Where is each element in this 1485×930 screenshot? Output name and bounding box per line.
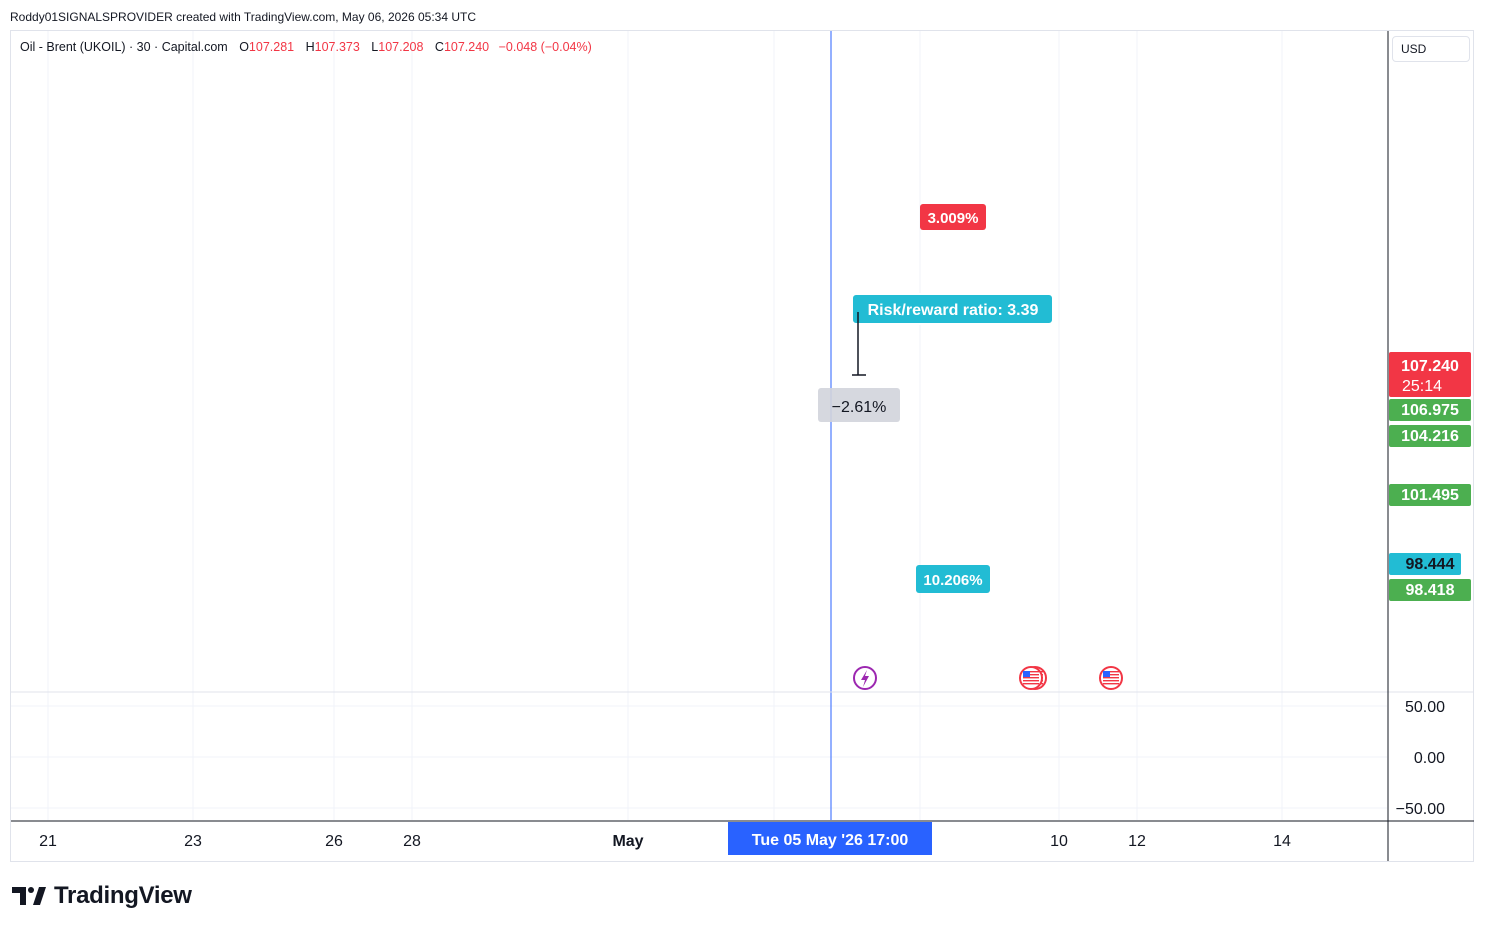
low-label: L — [371, 40, 379, 54]
measure-label: −2.61% — [832, 399, 887, 416]
level-price-tag: 98.418 — [1406, 582, 1455, 599]
target-price-tag: 98.444 — [1406, 556, 1455, 573]
level-price-tag-bg — [1389, 484, 1471, 506]
stop-percent-bg — [920, 204, 986, 230]
change-value: −0.048 (−0.04%) — [498, 40, 592, 54]
currency-label: USD — [1401, 42, 1427, 56]
chart-overlays: 3.009% 10.206% Risk/reward ratio: 3.39 −2.6… — [818, 31, 1123, 820]
current-price-label: 107.240 — [1401, 358, 1459, 375]
oscillator-axis-tick: −50.00 — [1396, 801, 1445, 818]
risk-reward-bg — [851, 293, 1054, 325]
close-value: 107.240 — [443, 40, 490, 54]
time-axis-tick: 10 — [1050, 833, 1068, 850]
tradingview-logo: TradingView — [12, 882, 192, 910]
oscillator-axis-tick: 50.00 — [1405, 699, 1445, 716]
time-axis-tick: 21 — [39, 833, 57, 850]
target-percent-bg — [916, 565, 990, 593]
level-price-tag: 101.495 — [1401, 487, 1459, 504]
time-axis-tick: 12 — [1128, 833, 1146, 850]
chart-frame — [10, 30, 1474, 862]
us-flag-stripe — [1103, 680, 1119, 682]
target-percent-label: 10.206% — [923, 572, 982, 589]
cursor-time-label: Tue 05 May '26 17:00 — [752, 832, 909, 849]
grid-lines — [11, 31, 1387, 820]
oscillator-axis-tick: 0.00 — [1414, 750, 1445, 767]
symbol-label: Oil - Brent (UKOIL) · 30 · Capital.com — [20, 40, 228, 54]
current-price-bg — [1389, 352, 1471, 397]
countdown-label: 25:14 — [1402, 378, 1442, 395]
measure-label-bg — [818, 388, 900, 422]
level-price-tag-bg — [1389, 579, 1471, 601]
us-flag-stripe — [1103, 677, 1119, 679]
us-flag-canton — [1023, 671, 1030, 677]
chart-attribution: Roddy01SIGNALSPROVIDER created with Trad… — [10, 10, 477, 24]
time-axis-tick: 23 — [184, 833, 202, 850]
us-flag-stripe — [1023, 683, 1039, 685]
level-price-tag-bg — [1389, 425, 1471, 447]
level-price-tag-bg — [1389, 399, 1471, 421]
us-flag-stripe — [1103, 671, 1119, 673]
time-axis-tick: 26 — [325, 833, 343, 850]
us-flag-stripe — [1103, 674, 1119, 676]
high-value: 107.373 — [314, 40, 360, 54]
us-flag-event-icon — [1099, 666, 1123, 690]
us-flag-event-icon — [1019, 666, 1043, 690]
us-flag-canton — [1103, 671, 1110, 677]
tradingview-logo-text: TradingView — [54, 882, 192, 909]
lightning-glyph-icon — [861, 670, 869, 687]
high-label: H — [305, 40, 315, 54]
time-axis-tick: May — [612, 833, 643, 850]
us-flag-stripe — [1023, 677, 1039, 679]
time-axis-tick: 28 — [403, 833, 421, 850]
risk-reward-label: Risk/reward ratio: 3.39 — [868, 302, 1039, 319]
target-price-tag-bg — [1389, 553, 1461, 575]
level-price-tag: 106.975 — [1401, 402, 1459, 419]
stop-percent-label: 3.009% — [928, 210, 979, 227]
symbol-legend: Oil - Brent (UKOIL) · 30 · Capital.com O… — [20, 40, 592, 54]
low-value: 107.208 — [378, 40, 424, 54]
close-label: C — [434, 40, 444, 54]
us-flag-stripe — [1023, 674, 1039, 676]
cursor-time-bg — [728, 822, 932, 855]
currency-selector[interactable]: USD — [1392, 36, 1470, 62]
time-axis-tick: 14 — [1273, 833, 1291, 850]
us-flag-stripe — [1023, 680, 1039, 682]
us-flag-stripe — [1103, 683, 1119, 685]
level-price-tag: 104.216 — [1401, 428, 1459, 445]
axes: 94.00096.000100.000102.000108.000110.000… — [11, 31, 1474, 861]
open-value: 107.281 — [248, 40, 295, 54]
us-flag-stripe — [1023, 671, 1039, 673]
tradingview-logo-icon — [12, 887, 46, 905]
open-label: O — [239, 40, 249, 54]
